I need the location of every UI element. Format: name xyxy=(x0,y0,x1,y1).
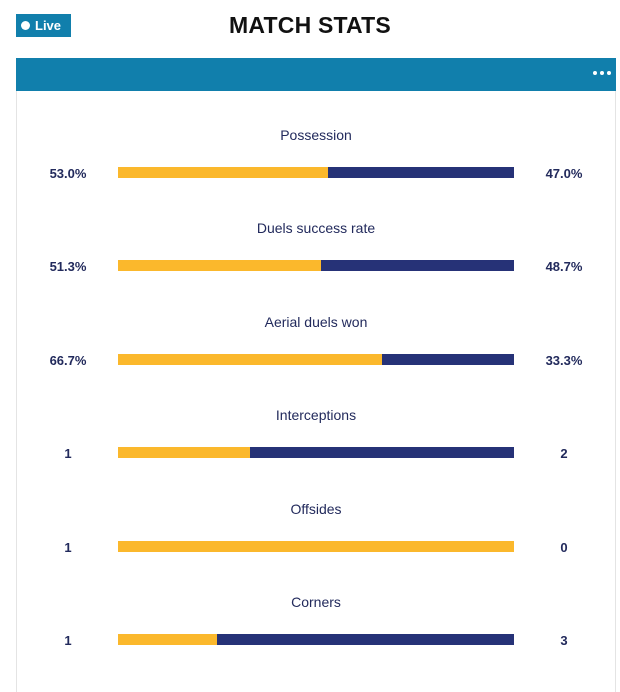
stat-label: Aerial duels won xyxy=(264,314,368,330)
stat-away-value: 0 xyxy=(560,540,568,555)
stat-bar-home xyxy=(118,260,322,271)
header-bar xyxy=(16,58,616,91)
live-label: Live xyxy=(35,18,62,33)
stat-label: Corners xyxy=(291,594,341,610)
more-horizontal-icon[interactable] xyxy=(593,70,611,76)
stat-away-value: 47.0% xyxy=(545,166,583,181)
stat-label: Interceptions xyxy=(275,407,357,423)
stat-row-corners: Corners 1 3 xyxy=(17,594,615,664)
live-badge[interactable]: Live xyxy=(16,14,71,37)
stat-row-possession: Possession 53.0% 47.0% xyxy=(17,127,615,197)
stats-panel: Possession 53.0% 47.0% Duels success rat… xyxy=(16,91,616,692)
stat-home-value: 51.3% xyxy=(49,259,87,274)
stat-row-duels-success-rate: Duels success rate 51.3% 48.7% xyxy=(17,220,615,290)
stat-label: Possession xyxy=(280,127,352,143)
stat-away-value: 2 xyxy=(560,446,568,461)
stat-label: Offsides xyxy=(290,501,342,517)
stat-away-value: 48.7% xyxy=(545,259,583,274)
stat-bar-home xyxy=(118,634,217,645)
page-title: MATCH STATS xyxy=(229,12,391,38)
stat-home-value: 53.0% xyxy=(49,166,87,181)
stat-bar-home xyxy=(118,447,250,458)
stat-bar-away xyxy=(321,260,514,271)
live-dot-icon xyxy=(21,21,30,30)
stat-home-value: 1 xyxy=(64,540,72,555)
stat-bar-away xyxy=(327,167,514,178)
stat-home-value: 66.7% xyxy=(49,353,87,368)
stat-away-value: 3 xyxy=(560,633,568,648)
stat-bar-away xyxy=(217,634,514,645)
stat-bar xyxy=(118,167,514,178)
stat-bar-home xyxy=(118,167,328,178)
stat-bar-home xyxy=(118,354,383,365)
stat-label: Duels success rate xyxy=(256,220,376,236)
stat-bar xyxy=(118,354,514,365)
stat-bar xyxy=(118,447,514,458)
stat-away-value: 33.3% xyxy=(545,353,583,368)
stat-row-offsides: Offsides 1 0 xyxy=(17,501,615,571)
stat-bar xyxy=(118,634,514,645)
stat-bar xyxy=(118,260,514,271)
stat-row-interceptions: Interceptions 1 2 xyxy=(17,407,615,477)
stat-bar-away xyxy=(382,354,514,365)
stat-home-value: 1 xyxy=(64,446,72,461)
stat-row-aerial-duels-won: Aerial duels won 66.7% 33.3% xyxy=(17,314,615,384)
stat-bar-away xyxy=(249,447,514,458)
stat-bar xyxy=(118,541,514,552)
stat-bar-home xyxy=(118,541,514,552)
stat-home-value: 1 xyxy=(64,633,72,648)
